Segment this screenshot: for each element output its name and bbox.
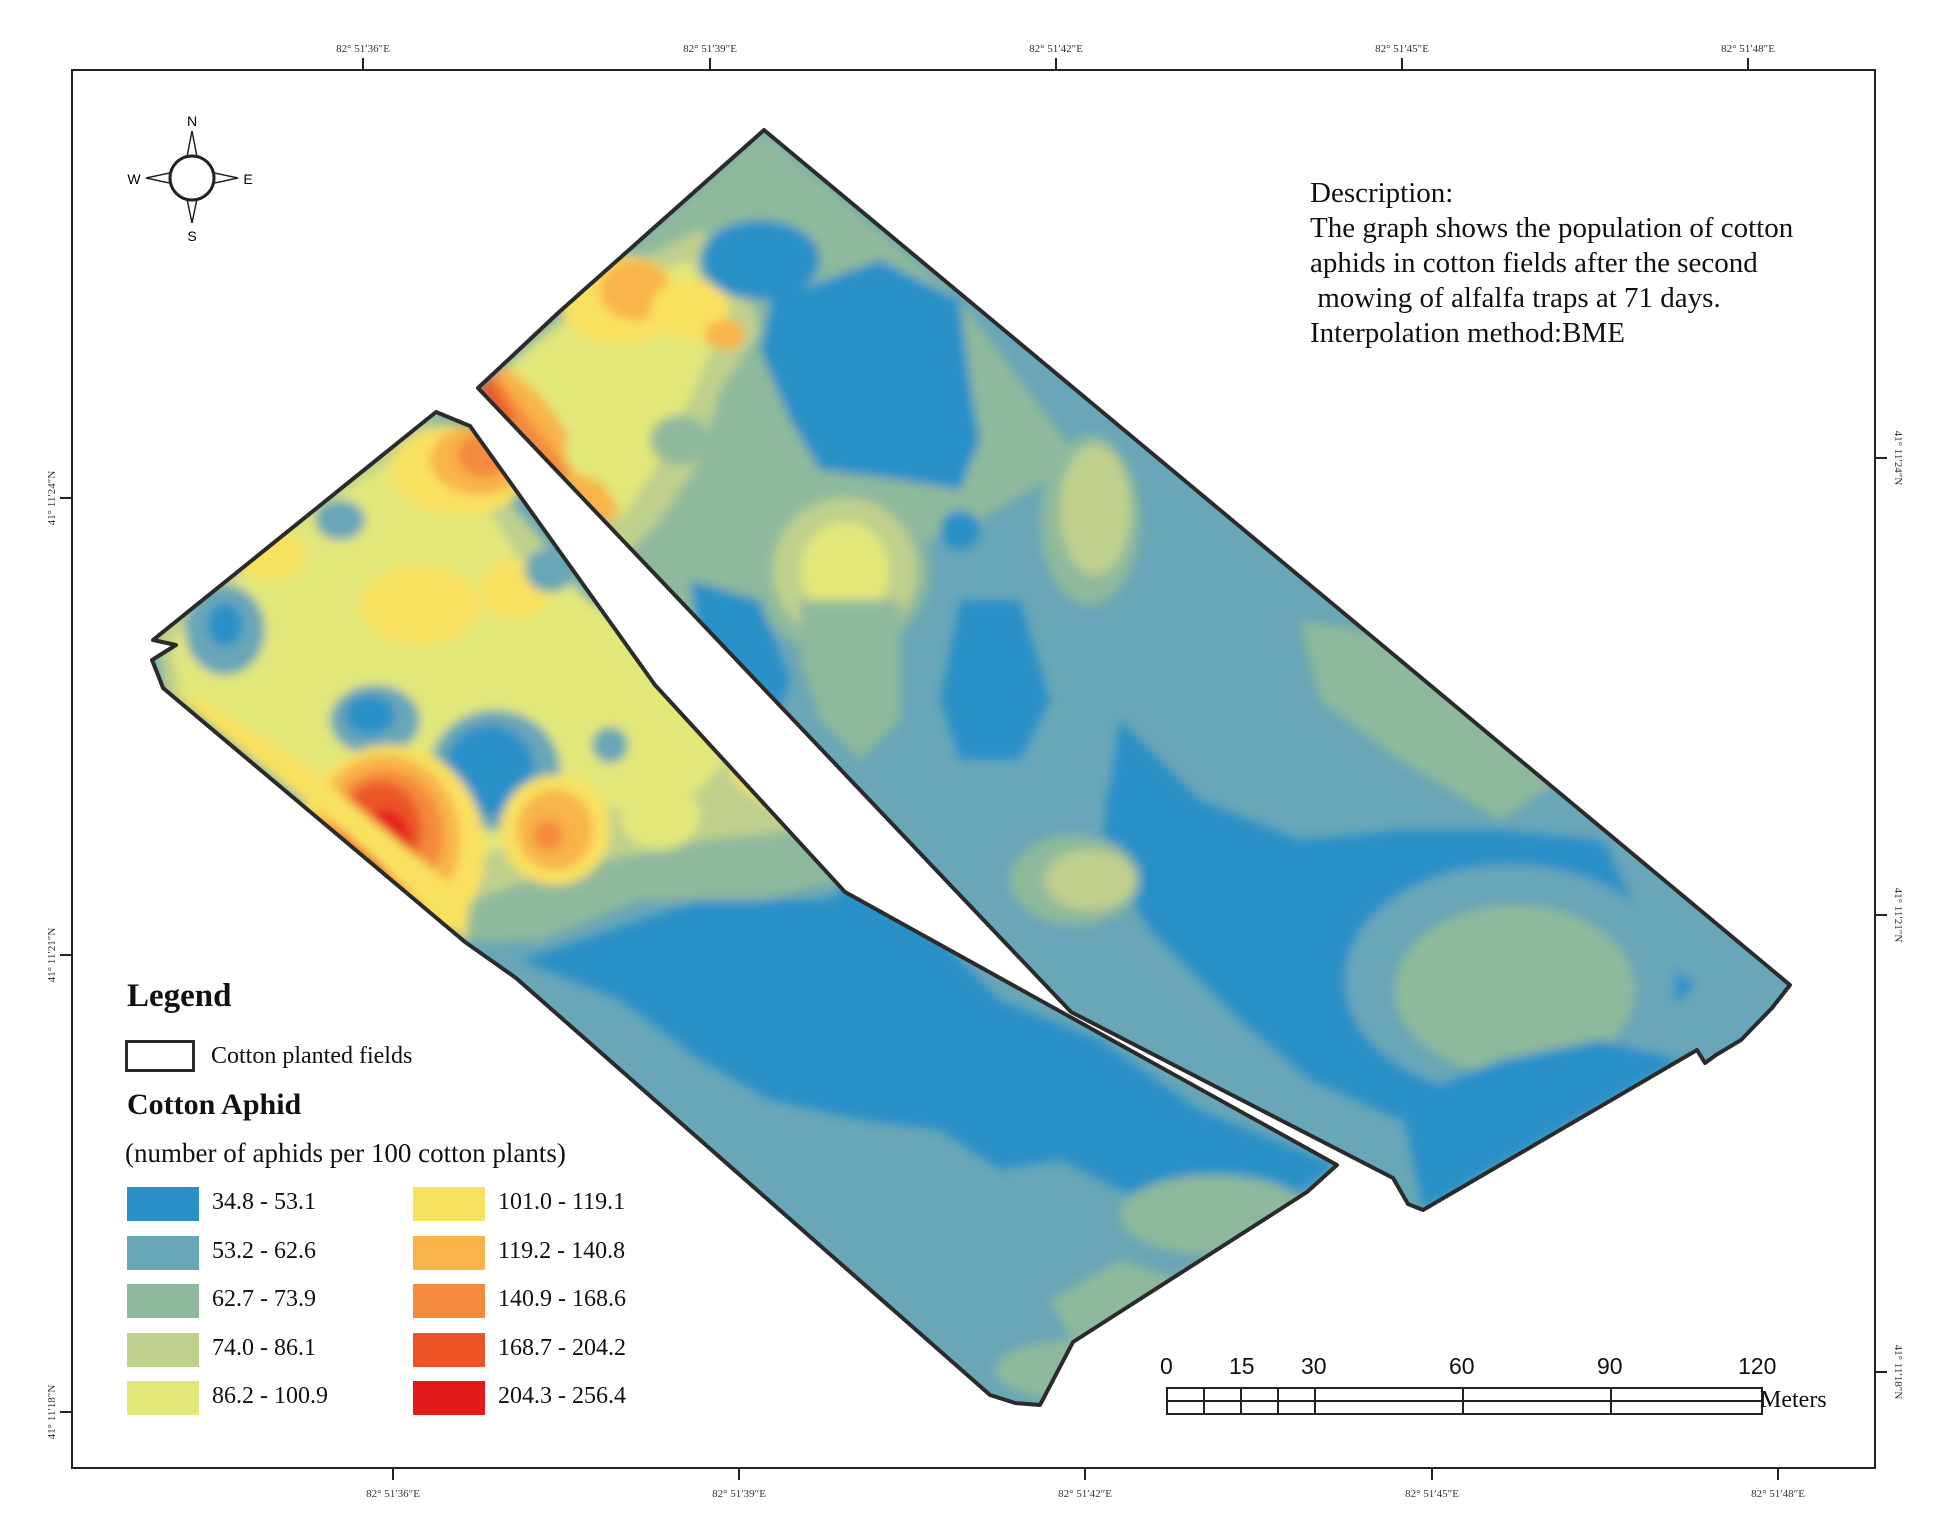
scale-label: 15 bbox=[1229, 1353, 1255, 1379]
bottom-tick-label: 82° 51′39″E bbox=[712, 1488, 766, 1500]
legend-swatch bbox=[127, 1187, 199, 1221]
top-tick-label: 82° 51′36″E bbox=[336, 43, 390, 55]
scale-label: 120 bbox=[1738, 1353, 1777, 1379]
legend-title: Legend bbox=[127, 978, 232, 1014]
bottom-tick-label: 82° 51′45″E bbox=[1405, 1488, 1459, 1500]
description-line: mowing of alfalfa traps at 71 days. bbox=[1310, 282, 1721, 314]
map-frame bbox=[71, 69, 1876, 1469]
right-tick-labels: 41° 11′24″N 41° 11′21″N 41° 11′18″N bbox=[1892, 431, 1904, 1400]
legend-class-label: 86.2 - 100.9 bbox=[212, 1383, 328, 1409]
field-outline-label: Cotton planted fields bbox=[211, 1043, 413, 1069]
compass-e-label: E bbox=[243, 171, 252, 187]
legend-swatch bbox=[127, 1381, 199, 1415]
compass-n-label: N bbox=[187, 113, 197, 129]
graticule-ticks bbox=[60, 58, 1887, 1480]
bottom-tick-label: 82° 51′42″E bbox=[1058, 1488, 1112, 1500]
left-tick-label: 41° 11′18″N bbox=[46, 1385, 58, 1440]
bottom-tick-labels: 82° 51′36″E 82° 51′39″E 82° 51′42″E 82° … bbox=[366, 1488, 1805, 1500]
map-description: Description: The graph shows the populat… bbox=[1310, 176, 1870, 351]
right-field-outline bbox=[476, 128, 1792, 1212]
legend-class-label: 62.7 - 73.9 bbox=[212, 1286, 316, 1312]
top-tick-labels: 82° 51′36″E 82° 51′39″E 82° 51′42″E 82° … bbox=[336, 43, 1775, 55]
right-tick-label: 41° 11′24″N bbox=[1892, 431, 1904, 486]
scale-label: 0 bbox=[1160, 1353, 1173, 1379]
top-tick-label: 82° 51′39″E bbox=[683, 43, 737, 55]
description-line: Interpolation method:BME bbox=[1310, 317, 1625, 349]
bottom-tick-label: 82° 51′48″E bbox=[1751, 1488, 1805, 1500]
scale-label: 90 bbox=[1597, 1353, 1623, 1379]
aphid-legend-title: Cotton Aphid bbox=[127, 1088, 302, 1121]
bottom-tick-label: 82° 51′36″E bbox=[366, 1488, 420, 1500]
right-tick-label: 41° 11′18″N bbox=[1892, 1345, 1904, 1400]
scale-label: 30 bbox=[1301, 1353, 1327, 1379]
legend-class-label: 204.3 - 256.4 bbox=[498, 1383, 626, 1409]
legend-class-label: 53.2 - 62.6 bbox=[212, 1237, 316, 1264]
top-tick-label: 82° 51′48″E bbox=[1721, 43, 1775, 55]
legend-class-label: 101.0 - 119.1 bbox=[498, 1189, 626, 1215]
legend-class-label: 119.2 - 140.8 bbox=[498, 1237, 626, 1264]
scale-unit-label: Meters bbox=[1760, 1387, 1827, 1413]
top-tick-label: 82° 51′45″E bbox=[1375, 43, 1429, 55]
legend-swatch bbox=[127, 1235, 199, 1270]
legend-swatch bbox=[127, 1332, 199, 1367]
legend-class-label: 34.8 - 53.1 bbox=[212, 1189, 316, 1215]
legend-swatch bbox=[413, 1235, 485, 1270]
left-tick-labels: 41° 11′24″N 41° 11′21″N 41° 11′18″N bbox=[46, 471, 58, 1440]
compass-w-label: W bbox=[127, 171, 141, 187]
field-outline-swatch bbox=[125, 1040, 195, 1072]
left-tick-label: 41° 11′21″N bbox=[46, 928, 58, 983]
legend-class-label: 168.7 - 204.2 bbox=[498, 1334, 626, 1361]
legend-swatch bbox=[127, 1284, 199, 1318]
legend-swatch bbox=[413, 1187, 485, 1221]
legend-swatch bbox=[413, 1284, 485, 1318]
scale-bar bbox=[1166, 1387, 1763, 1415]
left-field-outline bbox=[150, 410, 1339, 1407]
aphid-legend-subtitle: (number of aphids per 100 cotton plants) bbox=[125, 1138, 566, 1168]
compass-rose: N S W E bbox=[127, 113, 252, 244]
top-tick-label: 82° 51′42″E bbox=[1029, 43, 1083, 55]
scale-label: 60 bbox=[1449, 1353, 1475, 1379]
description-line: aphids in cotton fields after the second bbox=[1310, 247, 1758, 279]
right-tick-label: 41° 11′21″N bbox=[1892, 888, 1904, 943]
legend-class-label: 74.0 - 86.1 bbox=[212, 1334, 316, 1361]
legend-class-label: 140.9 - 168.6 bbox=[498, 1286, 626, 1312]
compass-s-label: S bbox=[187, 228, 196, 244]
legend-swatch bbox=[413, 1332, 485, 1367]
legend-swatch bbox=[413, 1381, 485, 1415]
description-heading: Description: bbox=[1310, 177, 1454, 209]
description-line: The graph shows the population of cotton bbox=[1310, 212, 1794, 244]
left-tick-label: 41° 11′24″N bbox=[46, 471, 58, 526]
